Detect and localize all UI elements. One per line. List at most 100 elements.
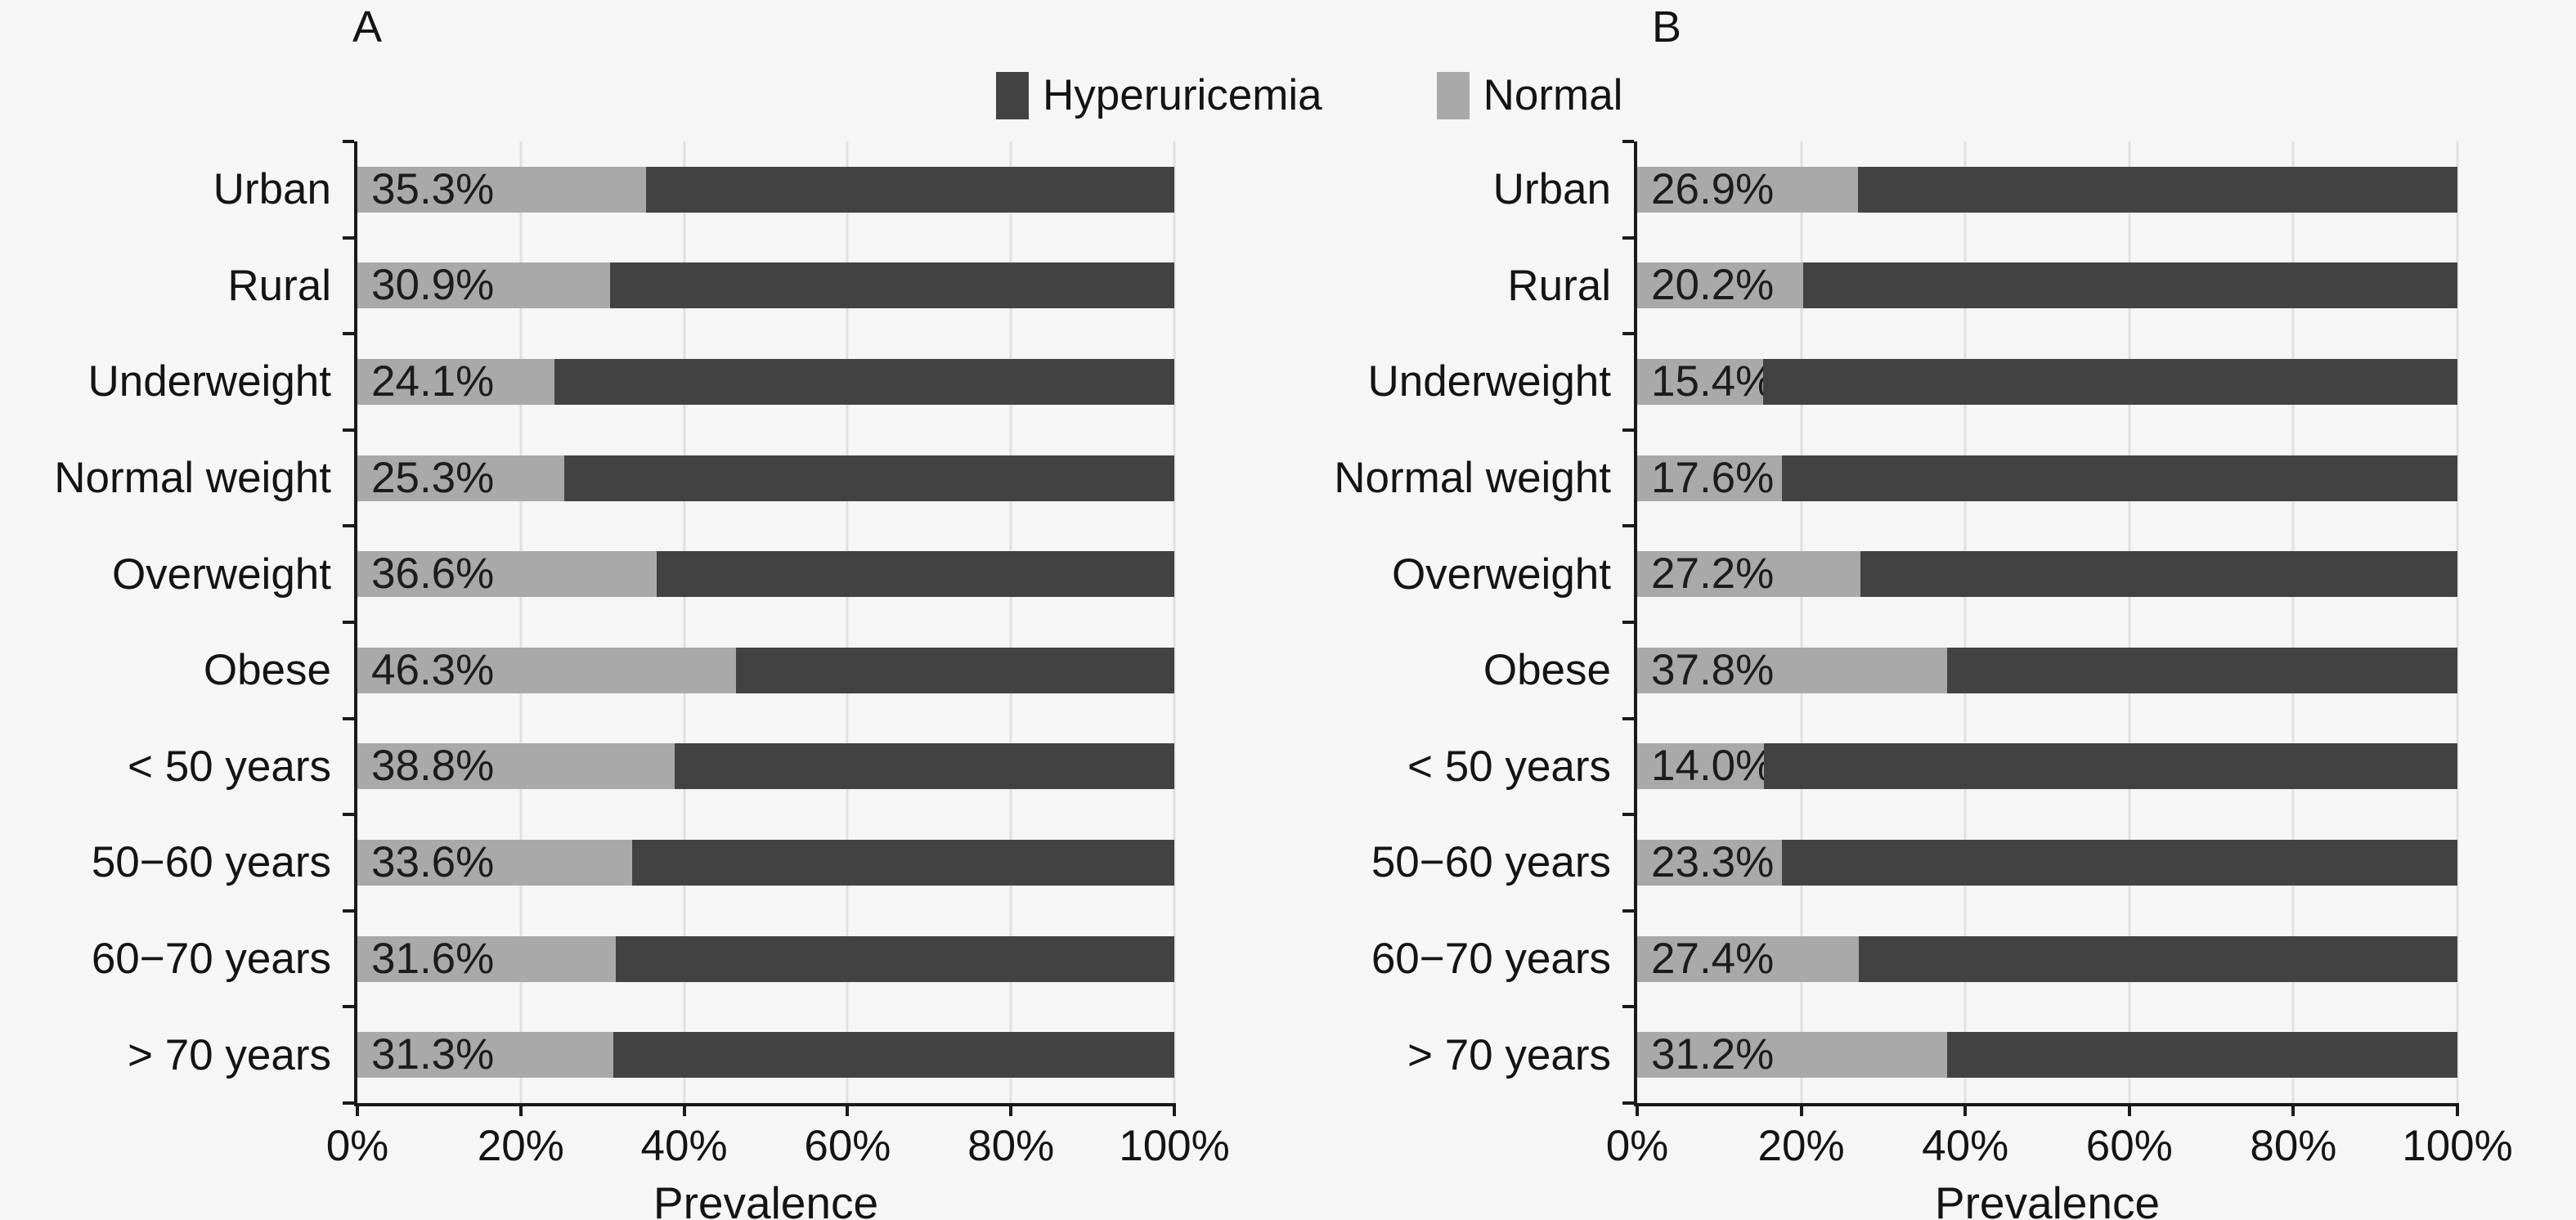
x-tick xyxy=(1636,1103,1639,1116)
category-label: Underweight xyxy=(1367,357,1611,406)
normal-bar-segment: 33.6% xyxy=(357,837,632,886)
panel-b-category-axis: Urban Rural Underweight Normal weight Ov… xyxy=(1334,141,1637,1103)
value-label: 36.6% xyxy=(371,549,495,599)
y-tick xyxy=(1622,621,1634,624)
value-label: 25.3% xyxy=(371,453,495,502)
bar-row: 27.2% xyxy=(1637,526,2457,622)
bar-row: 26.9% xyxy=(1637,141,2457,238)
x-tick-label: 80% xyxy=(967,1122,1055,1170)
x-tick xyxy=(1009,1103,1013,1116)
value-label: 33.6% xyxy=(371,837,495,886)
x-tick xyxy=(356,1103,359,1116)
hyperuricemia-bar-segment xyxy=(1802,262,2457,309)
hyperuricemia-bar-segment xyxy=(609,262,1174,309)
category-label: 50−60 years xyxy=(1371,838,1611,887)
value-label: 30.9% xyxy=(371,261,495,310)
value-label: 31.2% xyxy=(1651,1030,1775,1079)
category-label: 60−70 years xyxy=(91,935,331,984)
hyperuricemia-bar-segment xyxy=(656,551,1174,598)
normal-bar-segment: 23.3% xyxy=(1637,837,1782,886)
panel-a-category-axis: Urban Rural Underweight Normal weight Ov… xyxy=(54,141,357,1103)
x-tick-label: 100% xyxy=(1119,1122,1230,1170)
bar-row: 23.3% xyxy=(1637,814,2457,911)
value-label: 23.3% xyxy=(1651,837,1775,886)
y-tick xyxy=(1622,1101,1634,1105)
y-tick xyxy=(343,1101,354,1105)
x-tick-label: 100% xyxy=(2402,1122,2513,1170)
value-label: 35.3% xyxy=(371,164,495,213)
y-tick xyxy=(343,1005,354,1009)
value-label: 20.2% xyxy=(1651,261,1775,310)
x-tick xyxy=(2291,1103,2296,1116)
bar-row: 24.1% xyxy=(357,334,1174,430)
x-tick xyxy=(2127,1103,2131,1116)
bar-row: 25.3% xyxy=(357,430,1174,527)
hyperuricemia-bar-segment xyxy=(554,358,1174,405)
bar-row: 20.2% xyxy=(1637,238,2457,334)
value-label: 37.8% xyxy=(1651,645,1775,694)
bar-row: 36.6% xyxy=(357,526,1174,622)
x-axis-line xyxy=(1634,1103,2457,1106)
y-axis-line xyxy=(354,141,357,1106)
y-tick xyxy=(1622,1005,1634,1009)
hyperuricemia-bar-segment xyxy=(1858,935,2457,982)
category-label: Rural xyxy=(1507,261,1611,310)
normal-bar-segment: 26.9% xyxy=(1637,164,1858,213)
value-label: 31.6% xyxy=(371,934,495,983)
category-label: > 70 years xyxy=(1407,1030,1611,1079)
hyperuricemia-bar-segment xyxy=(1857,166,2457,213)
bar-row: 15.4% xyxy=(1637,334,2457,430)
category-label: Rural xyxy=(227,261,331,310)
panel-a-title: A xyxy=(352,2,383,52)
bar-row: 31.6% xyxy=(357,911,1174,1007)
hyperuricemia-bar-segment xyxy=(674,743,1174,790)
gridline xyxy=(1800,141,1803,1103)
x-tick-label: 20% xyxy=(477,1122,564,1170)
x-tick-label: 0% xyxy=(325,1122,389,1170)
value-label: 38.8% xyxy=(371,742,495,791)
x-tick-label: 80% xyxy=(2250,1122,2337,1170)
category-label: < 50 years xyxy=(1407,742,1611,791)
x-tick xyxy=(1799,1103,1803,1116)
normal-bar-segment: 27.2% xyxy=(1637,551,1860,598)
value-label: 26.9% xyxy=(1651,164,1775,213)
x-tick xyxy=(846,1103,850,1116)
normal-bar-segment: 14.0% xyxy=(1637,743,1774,790)
value-label: 46.3% xyxy=(371,645,495,694)
gridline xyxy=(519,141,523,1103)
category-label: Underweight xyxy=(88,357,331,406)
x-tick xyxy=(1963,1103,1968,1116)
legend-item-hyperuricemia: Hyperuricemia xyxy=(996,70,1322,120)
hyperuricemia-swatch-icon xyxy=(996,71,1029,119)
bar-row: 38.8% xyxy=(357,719,1174,815)
bar-row: 31.2% xyxy=(1637,1007,2457,1103)
y-tick xyxy=(343,716,354,720)
hyperuricemia-bar-segment xyxy=(613,1032,1174,1079)
bar-row: 27.4% xyxy=(1637,911,2457,1007)
y-tick xyxy=(1622,332,1634,336)
bar-row: 46.3% xyxy=(357,622,1174,719)
gridline xyxy=(1963,141,1967,1103)
hyperuricemia-bar-segment xyxy=(1764,743,2457,790)
panel-b-title: B xyxy=(1652,2,1682,52)
hyperuricemia-bar-segment xyxy=(1947,647,2457,693)
legend-label: Normal xyxy=(1483,71,1623,119)
x-axis-line xyxy=(354,1103,1174,1106)
gridline xyxy=(1173,141,1176,1103)
hyperuricemia-bar-segment xyxy=(631,839,1174,886)
category-label: 60−70 years xyxy=(1371,935,1611,984)
x-tick-label: 40% xyxy=(640,1122,728,1170)
gridline xyxy=(846,141,849,1103)
y-tick xyxy=(343,524,354,528)
x-tick-label: 40% xyxy=(1922,1122,2009,1170)
gridline xyxy=(2456,141,2459,1103)
category-label: Normal weight xyxy=(54,454,331,503)
hyperuricemia-bar-segment xyxy=(1860,551,2457,598)
x-tick-label: 20% xyxy=(1757,1122,1845,1170)
gridline xyxy=(683,141,686,1103)
legend: Hyperuricemia Normal xyxy=(996,70,1622,120)
y-tick xyxy=(343,621,354,624)
value-label: 15.4% xyxy=(1651,357,1775,406)
normal-swatch-icon xyxy=(1436,71,1470,119)
